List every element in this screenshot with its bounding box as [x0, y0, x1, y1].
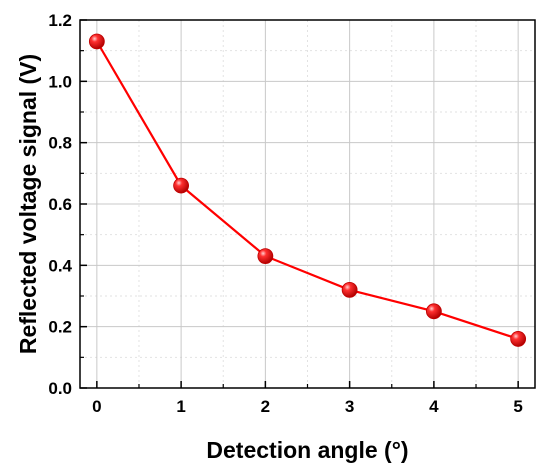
data-point-marker [257, 248, 274, 265]
x-tick-labels: 0 1 2 3 4 5 [92, 397, 523, 416]
series-line [95, 40, 519, 340]
y-tick-labels: 0.0 0.2 0.4 0.6 0.8 1.0 1.2 [48, 11, 72, 398]
y-axis-title: Reflected voltage signal (V) [15, 54, 41, 354]
y-tick-label: 0.4 [48, 256, 72, 275]
x-axis-title: Detection angle (°) [206, 437, 408, 463]
data-point-marker [341, 281, 358, 298]
y-tick-label: 0.2 [48, 318, 72, 337]
data-point [257, 248, 274, 265]
data-point-marker [425, 303, 442, 320]
data-point-marker [510, 331, 527, 347]
data-point-marker [173, 177, 190, 194]
data-point [341, 281, 358, 298]
tick-marks [80, 19, 519, 389]
y-tick-label: 0.0 [48, 379, 72, 398]
y-tick-label: 0.6 [48, 195, 72, 214]
data-point [88, 33, 105, 50]
x-tick-label: 0 [92, 397, 101, 416]
x-tick-label: 2 [261, 397, 270, 416]
x-tick-label: 1 [176, 397, 185, 416]
data-point [425, 303, 442, 320]
data-point [510, 331, 527, 347]
data-point [173, 177, 190, 194]
data-point-marker [88, 33, 105, 50]
series-layer [88, 33, 527, 347]
y-tick-label: 0.8 [48, 134, 72, 153]
x-tick-label: 4 [429, 397, 439, 416]
x-tick-label: 5 [513, 397, 522, 416]
y-tick-label: 1.0 [48, 72, 72, 91]
x-tick-label: 3 [345, 397, 354, 416]
y-tick-label: 1.2 [48, 11, 72, 30]
